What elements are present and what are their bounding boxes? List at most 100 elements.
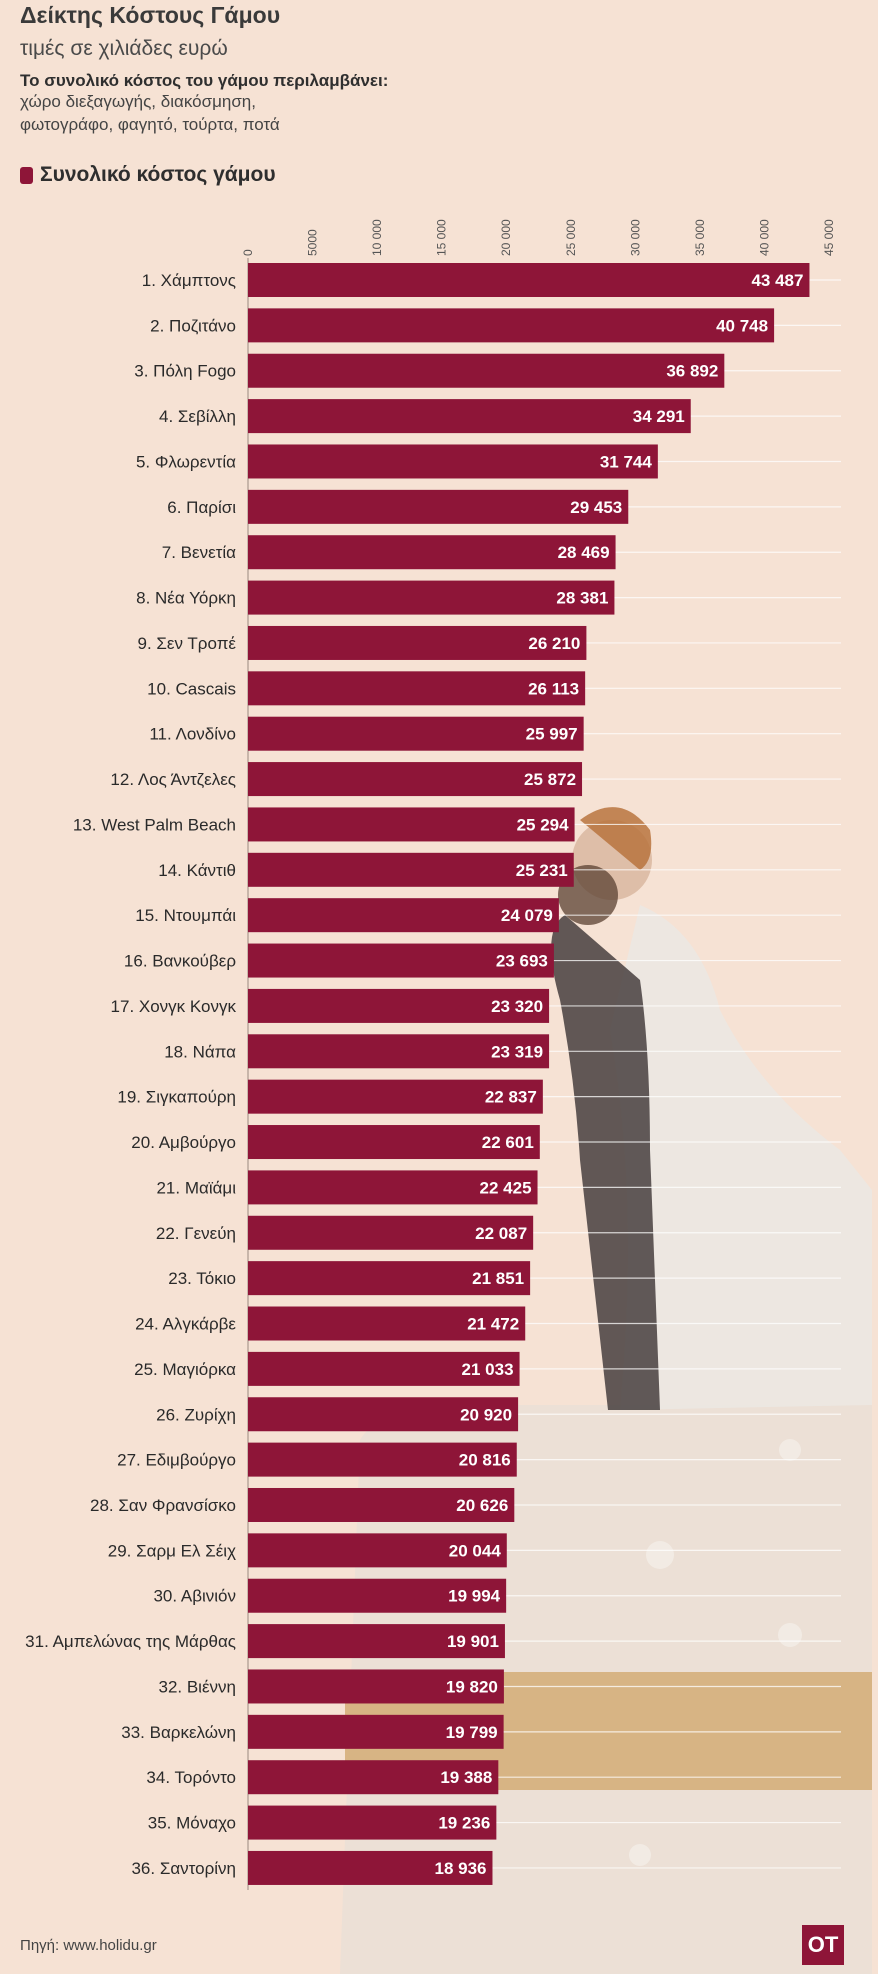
bar [248,399,691,434]
bar [248,1850,493,1885]
category-label: 22. Γενεύη [156,1224,236,1243]
bar-value-label: 19 388 [440,1768,492,1787]
bar [248,625,587,660]
chart-title: Δείκτης Κόστους Γάμου [20,2,281,28]
bar [248,1487,515,1522]
bar [248,1533,507,1568]
bar [248,1714,504,1749]
bar-value-label: 22 087 [475,1224,527,1243]
bar [248,263,810,297]
category-label: 36. Σαντορίνη [131,1859,236,1878]
category-label: 13. West Palm Beach [73,815,236,834]
x-tick-label: 10 000 [370,219,384,256]
category-label: 26. Ζυρίχη [156,1405,236,1424]
category-label: 25. Μαγιόρκα [134,1360,236,1379]
bar [248,1805,497,1840]
bar [248,1125,540,1160]
x-tick-label: 25 000 [564,219,578,256]
category-label: 11. Λονδίνο [149,725,236,744]
note-line-1: χώρο διεξαγωγής, διακόσμηση, [20,92,256,111]
bar-value-label: 19 799 [446,1723,498,1742]
bar [248,1624,505,1659]
category-label: 2. Ποζιτάνο [150,316,236,335]
category-label: 6. Παρίσι [167,498,236,517]
bar-value-label: 20 626 [456,1496,508,1515]
category-label: 7. Βενετία [162,543,236,562]
bar-value-label: 28 469 [558,543,610,562]
bar-value-label: 22 837 [485,1088,537,1107]
bar-value-label: 23 693 [496,952,548,971]
bar [248,444,658,479]
category-label: 15. Ντουμπάι [135,906,236,925]
bar-value-label: 19 901 [447,1632,499,1651]
x-tick-label: 5000 [306,229,320,256]
bar [248,308,775,343]
bar [248,353,725,388]
x-tick-label: 0 [241,249,255,256]
x-tick-label: 30 000 [628,219,642,256]
legend-label: Συνολικό κόστος γάμου [40,163,276,186]
bar-value-label: 24 079 [501,906,553,925]
bar [248,1397,519,1432]
bar [248,489,629,524]
bar [248,1170,538,1205]
bar-value-label: 34 291 [633,407,685,426]
legend-swatch [20,166,33,184]
bar-value-label: 19 236 [438,1814,490,1833]
bar-value-label: 31 744 [600,452,653,471]
bar-value-label: 20 920 [460,1405,512,1424]
bar [248,898,559,933]
category-label: 8. Νέα Υόρκη [136,589,236,608]
bar-value-label: 26 113 [528,679,579,698]
bar [248,1760,499,1795]
bar-value-label: 18 936 [434,1859,486,1878]
bar-value-label: 25 872 [524,770,576,789]
category-label: 9. Σεν Τροπέ [138,634,237,653]
category-label: 10. Cascais [147,679,236,698]
x-tick-label: 15 000 [435,219,449,256]
bar-value-label: 25 294 [517,815,570,834]
category-label: 33. Βαρκελώνη [121,1723,236,1742]
bar [248,1079,543,1114]
category-label: 29. Σαρμ Ελ Σέιχ [108,1541,236,1560]
x-tick-label: 35 000 [693,219,707,256]
bar [248,1215,534,1250]
bar-value-label: 20 816 [459,1451,511,1470]
x-tick-label: 45 000 [822,219,836,256]
note-heading: Το συνολικό κόστος του γάμου περιλαμβάνε… [20,71,389,90]
category-label: 24. Αλγκάρβε [135,1315,236,1334]
bar-value-label: 19 820 [446,1677,498,1696]
note-line-2: φωτογράφο, φαγητό, τούρτα, ποτά [20,115,280,134]
bar [248,535,616,570]
bar-value-label: 21 033 [462,1360,514,1379]
bar-value-label: 29 453 [570,498,622,517]
category-label: 3. Πόλη Fogo [134,362,236,381]
bar-value-label: 23 319 [491,1042,543,1061]
category-label: 32. Βιέννη [158,1677,236,1696]
bar [248,1442,517,1477]
bar-value-label: 20 044 [449,1541,502,1560]
chart-legend: Συνολικό κόστος γάμου [20,162,276,188]
x-tick-label: 20 000 [499,219,513,256]
bar-value-label: 22 601 [482,1133,534,1152]
category-label: 20. Αμβούργο [131,1133,236,1152]
category-label: 30. Αβινιόν [153,1587,236,1606]
bar [248,1351,520,1386]
bar [248,1034,550,1069]
bar-value-label: 22 425 [480,1178,532,1197]
category-label: 4. Σεβίλλη [159,407,236,426]
bar [248,1669,504,1704]
bar-value-label: 23 320 [491,997,543,1016]
category-label: 31. Αμπελώνας της Μάρθας [25,1632,236,1651]
publisher-logo: OT [802,1925,844,1965]
bar [248,671,586,706]
bar-value-label: 40 748 [716,316,768,335]
category-label: 34. Τορόντο [146,1768,236,1787]
bar-value-label: 25 231 [516,861,568,880]
category-label: 1. Χάμπτονς [142,271,236,290]
x-tick-label: 40 000 [757,219,771,256]
category-label: 21. Μαϊάμι [156,1178,236,1197]
category-label: 12. Λος Άντζελες [110,770,236,789]
category-label: 27. Εδιμβούργο [117,1451,236,1470]
